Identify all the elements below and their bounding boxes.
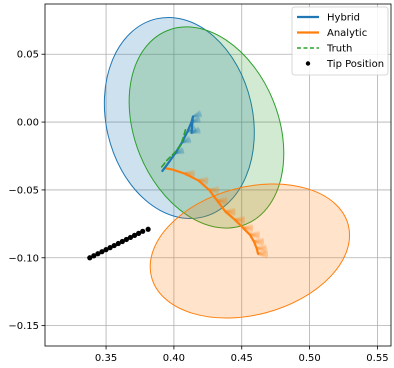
analytic-sample-trace [249, 233, 260, 239]
analytic-sample-trace [225, 207, 236, 214]
confidence-ellipses [103, 16, 351, 319]
sample-fans [174, 110, 269, 259]
tip-position-point [111, 242, 117, 249]
series-lines [87, 115, 260, 261]
hybrid-sample-trace [192, 110, 201, 118]
analytic-sample-trace [253, 240, 265, 246]
tip-position-point [127, 234, 134, 241]
hybrid-ellipse [103, 16, 255, 220]
analytic-sample-trace [253, 237, 264, 243]
x-tick-label: 0.50 [298, 353, 320, 364]
analytic-sample-trace [234, 217, 246, 222]
analytic-sample-trace [256, 244, 267, 250]
tip-position-point [123, 236, 130, 243]
y-tick-label: −0.10 [8, 253, 39, 264]
analytic-sample-trace [242, 225, 254, 230]
hybrid-sample-trace [191, 127, 200, 134]
analytic-sample-trace [253, 238, 265, 243]
legend-item-analytic: Analytic [297, 28, 367, 39]
analytic-sample-trace [256, 246, 267, 254]
hybrid-sample-trace [191, 128, 201, 134]
tip-position-point [119, 238, 125, 245]
legend-label: Truth [326, 44, 352, 55]
tip-position-point [107, 245, 113, 251]
analytic-sample-trace [257, 251, 269, 256]
truth-line [160, 126, 187, 168]
x-tick-label: 0.45 [231, 353, 253, 364]
y-tick-label: −0.05 [8, 185, 39, 196]
axis-ticks: 0.35 0.40 0.45 0.50 0.55 0.05 0.00 −0.05 −0.10 −0… [8, 50, 388, 364]
legend: Hybrid Analytic Truth Tip Position [291, 6, 389, 76]
axes-frame [44, 3, 392, 347]
tip-position-point [99, 249, 105, 255]
tip-position-point [136, 230, 142, 236]
analytic-sample-trace [197, 176, 209, 182]
analytic-sample-trace [257, 252, 269, 258]
y-tick-label: −0.15 [8, 321, 39, 332]
analytic-line [163, 167, 260, 255]
y-tick-label: 0.00 [17, 118, 39, 129]
analytic-sample-trace [257, 249, 269, 256]
analytic-sample-trace [256, 246, 267, 252]
analytic-sample-trace [225, 209, 236, 214]
analytic-sample-trace [209, 187, 220, 192]
legend-label: Tip Position [326, 59, 384, 70]
analytic-sample-trace [257, 252, 268, 259]
analytic-sample-trace [217, 198, 228, 203]
legend-item-tip-position: Tip Position [305, 59, 384, 70]
x-tick-label: 0.35 [95, 353, 117, 364]
legend-box [291, 6, 389, 76]
analytic-sample-trace [249, 230, 260, 237]
tip-position-point [140, 228, 146, 234]
legend-item-hybrid: Hybrid [297, 13, 360, 24]
hybrid-sample-trace [192, 111, 202, 118]
truth-ellipse [128, 26, 285, 229]
analytic-sample-trace [216, 196, 228, 203]
legend-label: Analytic [327, 28, 367, 39]
tip-position-point [103, 247, 109, 253]
hybrid-sample-trace [191, 130, 201, 135]
hybrid-sample-trace [192, 113, 202, 118]
tip-position-point [91, 253, 97, 259]
legend-item-truth: Truth [297, 44, 352, 55]
analytic-sample-trace [256, 245, 267, 250]
analytic-sample-trace [234, 215, 245, 222]
analytic-sample-trace [198, 177, 209, 182]
analytic-sample-trace [242, 223, 254, 230]
legend-marker [305, 61, 311, 66]
analytic-sample-trace [249, 232, 260, 237]
x-tick-label: 0.55 [366, 353, 388, 364]
tip-position-point [115, 240, 121, 247]
analytic-sample-trace [184, 169, 195, 176]
analytic-sample-trace [253, 240, 264, 247]
plot-area [87, 16, 351, 319]
y-tick-label: 0.05 [17, 50, 39, 61]
legend-label: Hybrid [327, 13, 360, 24]
hybrid-line [161, 115, 194, 173]
hybrid-sample-trace [192, 112, 202, 118]
analytic-sample-trace [208, 185, 220, 192]
tip-position-point [87, 255, 93, 261]
tip-position-point [131, 232, 138, 238]
tip-position-point [145, 226, 151, 232]
tip-position-point [95, 251, 101, 257]
x-tick-label: 0.40 [163, 353, 185, 364]
hybrid-sample-trace [181, 139, 192, 144]
analytic-ellipse [149, 183, 351, 319]
